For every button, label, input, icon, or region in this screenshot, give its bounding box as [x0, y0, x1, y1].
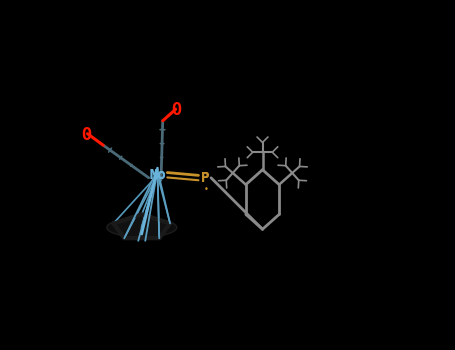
Text: Mo: Mo — [149, 168, 166, 182]
Polygon shape — [113, 214, 170, 238]
Text: O: O — [172, 101, 182, 119]
Text: P: P — [201, 171, 209, 185]
Text: P: P — [201, 171, 209, 185]
Polygon shape — [107, 218, 177, 237]
Text: •: • — [204, 184, 209, 194]
Text: Mo: Mo — [149, 168, 166, 182]
Text: O: O — [81, 126, 91, 144]
